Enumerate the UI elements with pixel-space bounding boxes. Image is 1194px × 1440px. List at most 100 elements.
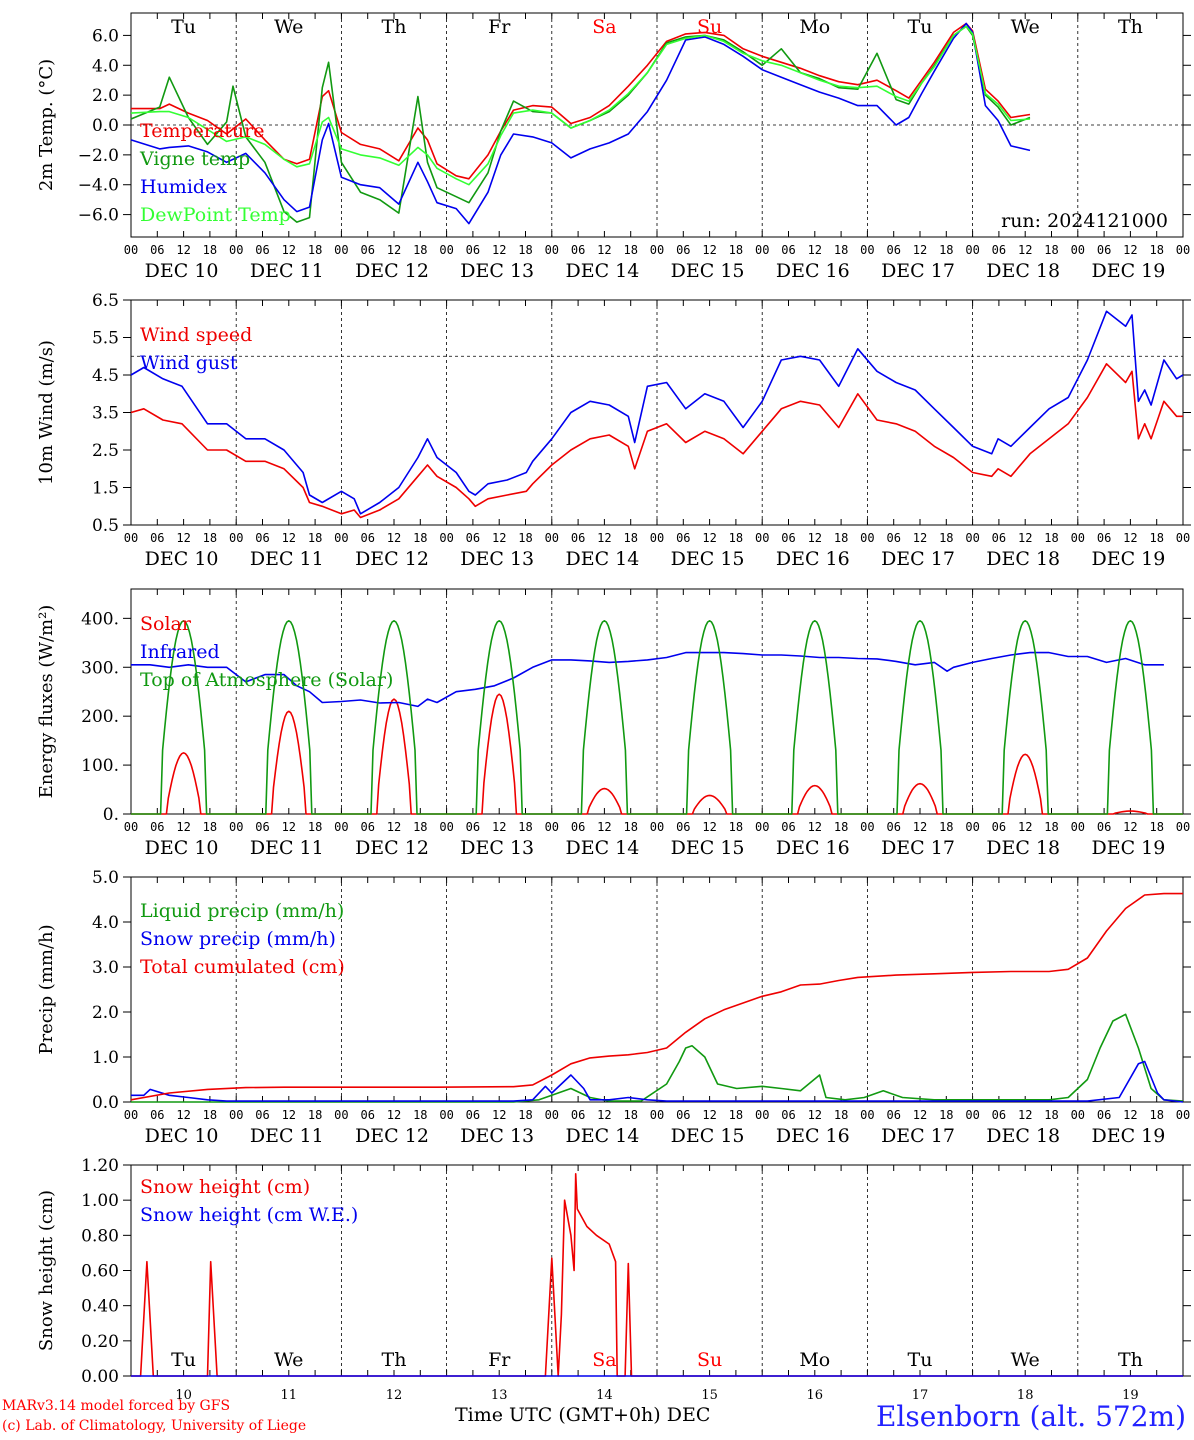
hour-tick-label: 06 <box>781 820 795 834</box>
hour-tick-label: 00 <box>439 531 453 545</box>
weekday-label: Sa <box>592 16 616 38</box>
hour-tick-label: 06 <box>255 531 269 545</box>
series-top-of-atmosphere-solar <box>131 619 237 815</box>
hour-tick-label: 12 <box>282 1108 296 1122</box>
hour-tick-label: 00 <box>124 531 138 545</box>
y-tick-label: 0.0 <box>92 1093 119 1113</box>
day-number-label: 13 <box>491 1388 508 1400</box>
hour-tick-label: 00 <box>755 820 769 834</box>
weekday-label: Th <box>1118 16 1143 38</box>
hour-tick-label: 00 <box>965 531 979 545</box>
series-dewpoint-temp <box>130 25 1031 186</box>
hour-tick-label: 06 <box>571 1108 585 1122</box>
hour-tick-label: 18 <box>729 243 743 257</box>
date-label: DEC 13 <box>460 548 534 570</box>
date-label: DEC 12 <box>355 1125 429 1147</box>
hour-tick-label: 06 <box>886 1108 900 1122</box>
hour-tick-label: 06 <box>360 1108 374 1122</box>
hour-tick-label: 12 <box>1123 531 1137 545</box>
y-tick-label: 6.0 <box>92 26 119 46</box>
legend-entry: Infrared <box>140 641 220 663</box>
series-solar <box>236 710 342 815</box>
hour-tick-label: 18 <box>939 820 953 834</box>
hour-tick-label: 18 <box>308 820 322 834</box>
time-axis-title: Time UTC (GMT+0h) DEC <box>455 1404 711 1426</box>
weekday-label: Th <box>1118 1349 1143 1371</box>
hour-tick-label: 00 <box>650 820 664 834</box>
hour-tick-label: 00 <box>439 1108 453 1122</box>
y-tick-label: 3.5 <box>92 404 119 424</box>
hour-tick-label: 18 <box>203 243 217 257</box>
hour-tick-label: 06 <box>571 243 585 257</box>
series-wind-gust <box>130 310 1184 515</box>
weekday-label: Tu <box>908 16 933 38</box>
legend-entry: Humidex <box>140 176 227 198</box>
hour-tick-label: 12 <box>1018 820 1032 834</box>
model-credit: MARv3.14 model forced by GFS <box>2 1398 231 1414</box>
series-top-of-atmosphere-solar <box>446 619 552 815</box>
date-label: DEC 17 <box>881 1125 955 1147</box>
hour-tick-label: 00 <box>545 820 559 834</box>
hour-tick-label: 12 <box>176 531 190 545</box>
hour-tick-label: 00 <box>439 243 453 257</box>
y-tick-label: −6.0 <box>78 206 119 226</box>
hour-tick-label: 06 <box>1097 531 1111 545</box>
day-number-label: 10 <box>175 1388 192 1400</box>
y-tick-label: 1.20 <box>81 1156 119 1176</box>
hour-tick-label: 18 <box>729 820 743 834</box>
y-tick-label: 300. <box>81 658 119 678</box>
hour-tick-label: 18 <box>308 243 322 257</box>
hour-tick-label: 12 <box>492 243 506 257</box>
weekday-label: Th <box>382 1349 407 1371</box>
series-top-of-atmosphere-solar <box>1077 619 1183 815</box>
hour-tick-label: 18 <box>1149 243 1163 257</box>
hour-tick-label: 06 <box>571 820 585 834</box>
date-label: DEC 16 <box>776 837 850 859</box>
hour-tick-label: 18 <box>1044 531 1058 545</box>
date-label: DEC 10 <box>145 548 219 570</box>
series-solar <box>657 794 763 815</box>
day-number-label: 19 <box>1122 1388 1139 1400</box>
hour-tick-label: 00 <box>1071 820 1085 834</box>
hour-tick-label: 18 <box>623 820 637 834</box>
weekday-label: We <box>1011 1349 1040 1371</box>
series-solar <box>867 782 973 815</box>
hour-tick-label: 18 <box>623 243 637 257</box>
hour-tick-label: 18 <box>518 531 532 545</box>
date-label: DEC 18 <box>986 548 1060 570</box>
hour-tick-label: 06 <box>886 531 900 545</box>
y-tick-label: 1.5 <box>92 479 119 499</box>
hour-tick-label: 06 <box>150 820 164 834</box>
series-solar <box>972 753 1078 815</box>
weekday-label: Tu <box>171 1349 196 1371</box>
hour-tick-label: 12 <box>1123 820 1137 834</box>
hour-tick-label: 06 <box>360 531 374 545</box>
y-tick-label: 6.5 <box>92 291 119 311</box>
legend-entry: Solar <box>140 613 192 635</box>
hour-tick-label: 00 <box>545 243 559 257</box>
hour-tick-label: 18 <box>1044 243 1058 257</box>
hour-tick-label: 06 <box>992 243 1006 257</box>
hour-tick-label: 00 <box>229 820 243 834</box>
series-solar <box>551 787 657 815</box>
hour-tick-label: 00 <box>545 531 559 545</box>
hour-tick-label: 00 <box>650 1108 664 1122</box>
day-number-label: 16 <box>807 1388 824 1400</box>
y-tick-label: 100. <box>81 756 119 776</box>
hour-tick-label: 06 <box>1097 243 1111 257</box>
hour-tick-label: 18 <box>1149 1108 1163 1122</box>
y-tick-label: 0.5 <box>92 516 119 536</box>
y-tick-label: 5.5 <box>92 329 119 349</box>
hour-tick-label: 12 <box>702 820 716 834</box>
hour-tick-label: 06 <box>781 531 795 545</box>
y-tick-label: 2.0 <box>92 1003 119 1023</box>
weekday-label: We <box>274 16 303 38</box>
y-tick-label: 0.40 <box>81 1297 119 1317</box>
date-label: DEC 17 <box>881 548 955 570</box>
hour-tick-label: 12 <box>282 243 296 257</box>
hour-tick-label: 00 <box>334 243 348 257</box>
hour-tick-label: 12 <box>808 531 822 545</box>
hour-tick-label: 12 <box>913 1108 927 1122</box>
series-temperature <box>131 22 1031 180</box>
date-label: DEC 19 <box>1091 548 1165 570</box>
